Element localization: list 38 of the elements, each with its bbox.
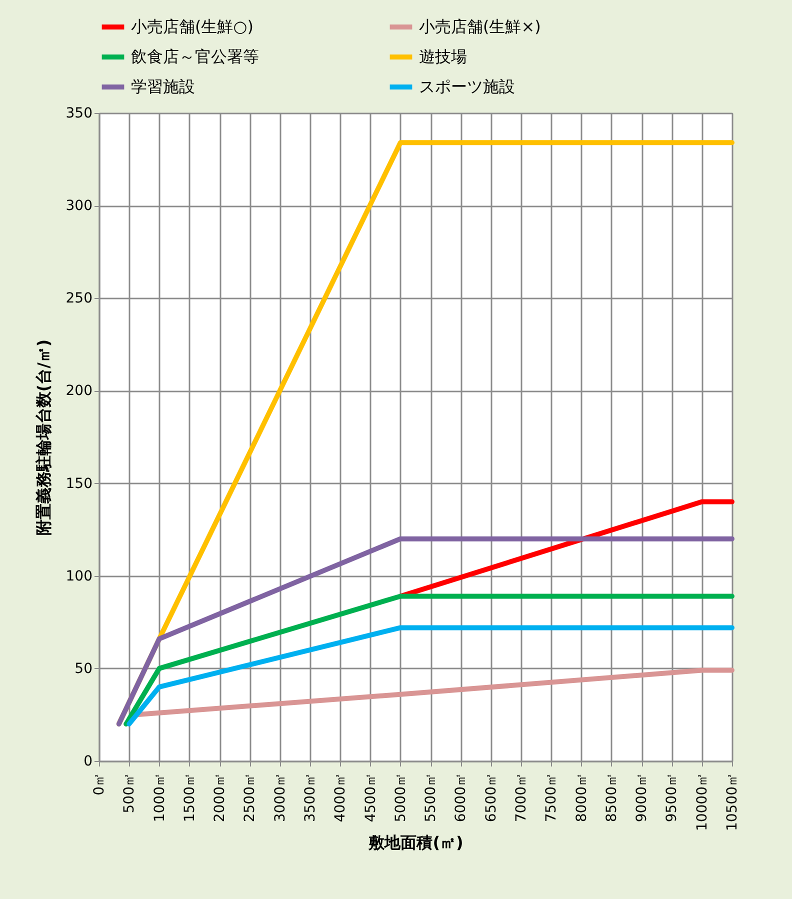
- y-tick-label: 200: [66, 383, 92, 400]
- x-tick-label: 0㎡: [92, 772, 108, 796]
- x-tick-label: 8000㎡: [574, 772, 590, 822]
- x-tick-label: 4500㎡: [362, 772, 379, 822]
- legend-label: スポーツ施設: [419, 77, 515, 96]
- x-tick-label: 6500㎡: [483, 772, 500, 822]
- x-tick-label: 2000㎡: [212, 772, 228, 822]
- legend-label: 学習施設: [131, 77, 195, 96]
- x-tick-label: 5500㎡: [423, 772, 440, 822]
- legend-label: 飲食店～官公署等: [131, 47, 259, 66]
- y-tick-label: 300: [66, 198, 92, 214]
- x-tick-label: 6000㎡: [453, 772, 470, 822]
- y-tick-label: 50: [74, 660, 92, 677]
- x-tick-label: 1500㎡: [182, 772, 198, 822]
- x-tick-label: 9500㎡: [664, 772, 680, 822]
- x-tick-label: 4000㎡: [332, 772, 349, 822]
- x-tick-label: 5000㎡: [392, 772, 409, 822]
- y-tick-label: 150: [66, 476, 92, 492]
- x-tick-label: 10000㎡: [694, 772, 710, 832]
- x-tick-label: 7500㎡: [544, 772, 560, 822]
- x-tick-label: 7000㎡: [514, 772, 530, 822]
- x-tick-label: 500㎡: [122, 772, 138, 814]
- y-tick-label: 100: [66, 568, 92, 584]
- y-tick-label: 350: [66, 106, 92, 122]
- y-tick-label: 0: [84, 754, 92, 770]
- x-tick-label: 3000㎡: [272, 772, 288, 822]
- legend-label: 小売店舗(生鮮×): [419, 17, 541, 36]
- x-axis-title: 敷地面積(㎡): [368, 833, 464, 852]
- y-axis-title: 附置義務駐輪場台数(台/㎡): [34, 339, 53, 536]
- x-tick-label: 9000㎡: [634, 772, 650, 822]
- legend-label: 小売店舗(生鮮○): [131, 17, 254, 36]
- x-tick-label: 10500㎡: [724, 772, 740, 832]
- x-tick-label: 8500㎡: [604, 772, 620, 822]
- y-tick-label: 250: [66, 290, 92, 307]
- x-tick-label: 3500㎡: [302, 772, 318, 822]
- legend-label: 遊技場: [419, 47, 467, 66]
- x-tick-label: 2500㎡: [242, 772, 258, 822]
- x-tick-label: 1000㎡: [152, 772, 168, 822]
